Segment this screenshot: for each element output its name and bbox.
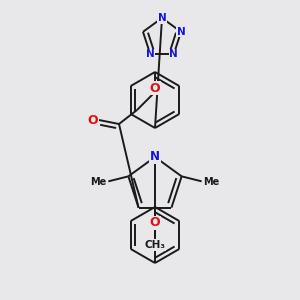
Text: N: N [146, 49, 154, 59]
Text: N: N [158, 13, 166, 23]
Text: N: N [177, 27, 185, 37]
Text: N: N [150, 151, 160, 164]
Text: O: O [88, 113, 98, 127]
Text: O: O [150, 82, 160, 94]
Text: N: N [169, 49, 178, 59]
Text: Me: Me [90, 177, 106, 187]
Text: Me: Me [203, 177, 220, 187]
Text: CH₃: CH₃ [145, 240, 166, 250]
Text: O: O [150, 217, 160, 230]
